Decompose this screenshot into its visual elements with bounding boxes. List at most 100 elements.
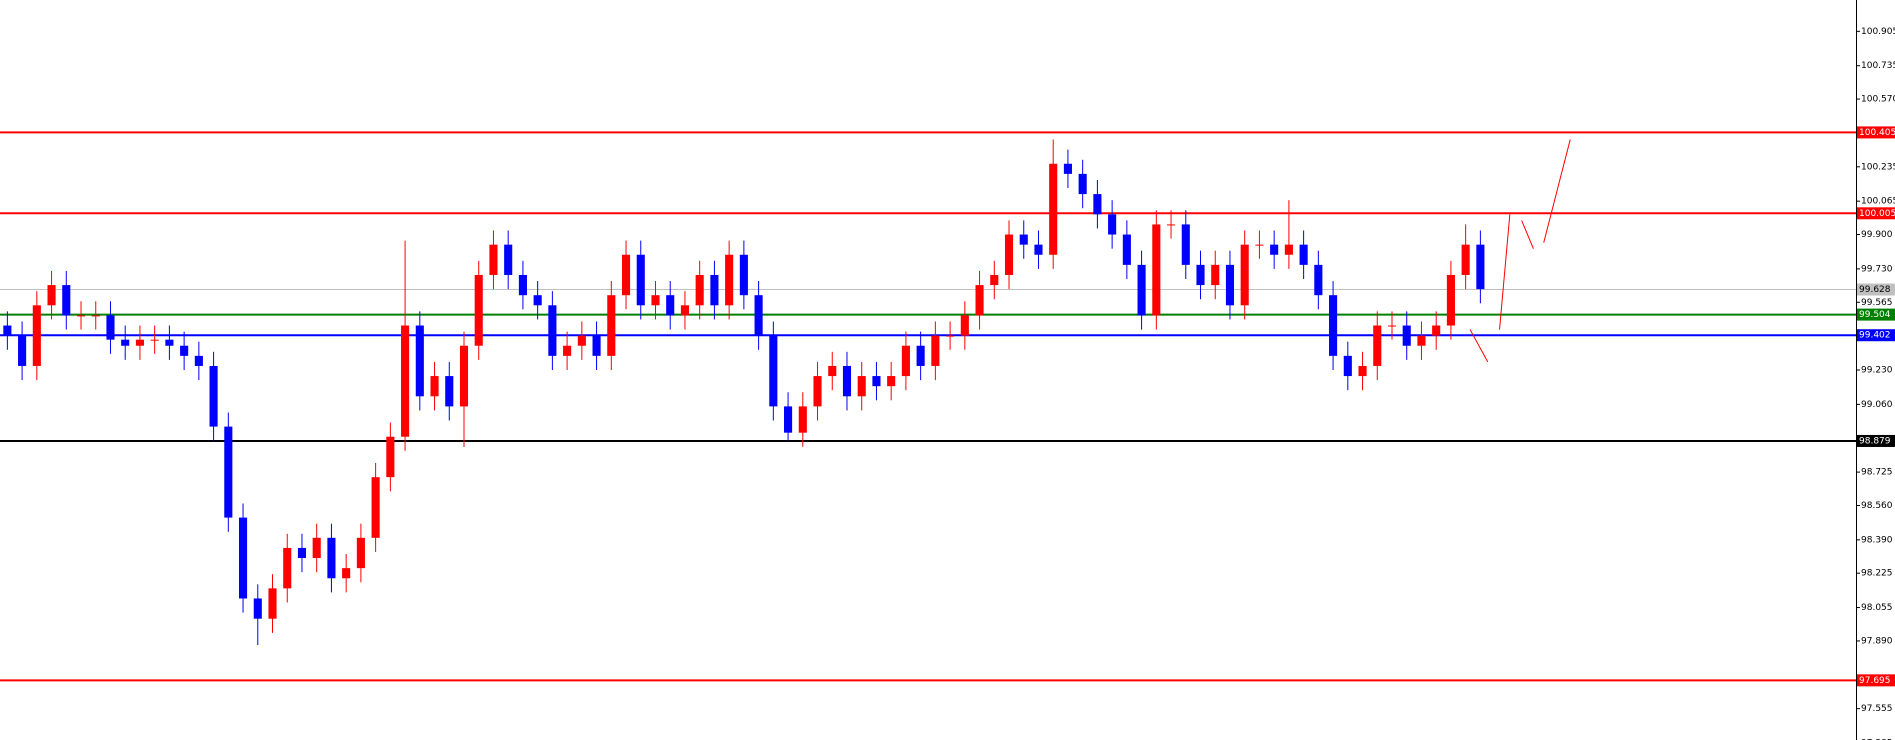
candle-body [1299, 244, 1308, 265]
candle-body [1270, 244, 1279, 255]
candle-body [548, 305, 557, 356]
level-label: 99.504 [1859, 310, 1891, 320]
candle-body [1240, 244, 1249, 306]
y-tick-label: 99.900 [1861, 230, 1893, 240]
level-label: 99.402 [1859, 331, 1891, 341]
candle-body [1255, 244, 1264, 246]
y-tick-label: 98.725 [1861, 468, 1893, 478]
candle-body [798, 406, 807, 433]
y-tick-label: 99.565 [1861, 298, 1893, 308]
candle-body [342, 568, 351, 579]
candle-body [916, 345, 925, 366]
candle-body [607, 295, 616, 356]
candle-body [518, 274, 527, 296]
y-tick-label: 97.890 [1861, 636, 1893, 646]
candle-body [194, 355, 203, 366]
candle-body [135, 339, 144, 346]
candle-body [636, 254, 645, 306]
candle-body [1358, 365, 1367, 377]
y-tick-label: 100.235 [1861, 162, 1895, 172]
candle-body [784, 406, 793, 433]
candle-body [1049, 163, 1058, 255]
level-label: 99.628 [1859, 285, 1891, 295]
y-tick-label: 98.560 [1861, 501, 1893, 511]
candle-body [504, 244, 513, 275]
candle-body [430, 376, 439, 397]
y-tick-label: 97.385 [1861, 739, 1893, 740]
candle-body [1137, 264, 1146, 316]
candle-body [975, 285, 984, 316]
y-tick-label: 99.060 [1861, 400, 1893, 410]
candle-body [769, 335, 778, 407]
candle-body [47, 285, 56, 306]
candle-body [62, 285, 71, 316]
candle-body [666, 295, 675, 316]
candle-body [1314, 264, 1323, 296]
candle-body [1373, 325, 1382, 366]
candle-body [1181, 224, 1190, 265]
level-label: 100.005 [1859, 209, 1895, 219]
candle-body [946, 335, 955, 337]
candle-body [887, 376, 896, 387]
candle-body [18, 335, 27, 366]
candle-body [1432, 325, 1441, 336]
candle-body [283, 547, 292, 589]
candle-body [1284, 244, 1293, 255]
level-label-bg [1857, 308, 1895, 321]
level-label-bg [1857, 283, 1895, 296]
candle-body [739, 254, 748, 296]
candle-body [1004, 234, 1014, 275]
candle-body [1108, 214, 1117, 235]
y-tick-label: 100.905 [1861, 27, 1895, 37]
level-label-bg [1857, 329, 1895, 342]
candle-body [901, 345, 910, 377]
forecast-line [1521, 220, 1534, 249]
level-label: 98.879 [1859, 436, 1891, 446]
level-label-bg [1857, 207, 1895, 220]
candle-body [415, 325, 424, 397]
candle-body [445, 376, 454, 407]
candle-body [356, 537, 365, 569]
candle-body [680, 305, 690, 316]
candle-body [327, 537, 336, 579]
y-tick-label: 100.065 [1861, 197, 1895, 207]
candle-body [931, 335, 940, 366]
candle-body [960, 315, 969, 336]
level-label-bg [1857, 434, 1895, 447]
candle-body [990, 274, 999, 286]
candle-body [1152, 224, 1161, 316]
candle-body [297, 547, 307, 559]
candle-body [386, 436, 395, 478]
candle-body [828, 365, 837, 377]
candle-body [1225, 264, 1235, 306]
candle-body [1122, 234, 1131, 265]
candle-body [1417, 335, 1426, 346]
y-tick-label: 99.230 [1861, 366, 1893, 376]
candle-body [268, 588, 277, 619]
candle-body [1402, 325, 1411, 346]
candle-body [209, 365, 218, 427]
candle-body [1019, 234, 1028, 245]
candle-body [1166, 224, 1176, 226]
y-tick-label: 98.390 [1861, 535, 1893, 545]
candle-body [592, 335, 601, 356]
candle-body [651, 295, 660, 306]
candle-body [1211, 264, 1220, 286]
candle-body [1329, 295, 1338, 356]
candle-body [371, 477, 380, 538]
candle-body [1343, 355, 1352, 377]
candle-body [489, 244, 498, 275]
candle-body [577, 335, 586, 346]
level-label: 97.695 [1859, 676, 1891, 686]
forecast-line [1543, 139, 1571, 243]
candle-body [725, 254, 734, 306]
candle-body [91, 315, 100, 317]
candle-body [180, 345, 189, 356]
candle-body [1078, 173, 1087, 195]
candle-body [1034, 244, 1043, 255]
level-label: 100.405 [1859, 128, 1895, 138]
candle-body [224, 426, 233, 518]
candle-body [312, 537, 321, 559]
candle-body [1461, 244, 1470, 275]
